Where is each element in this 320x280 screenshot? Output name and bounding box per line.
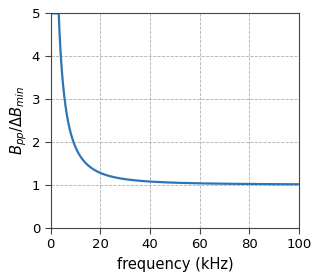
Y-axis label: $B_{pp}/\Delta B_{min}$: $B_{pp}/\Delta B_{min}$ [8, 86, 29, 155]
X-axis label: frequency (kHz): frequency (kHz) [116, 257, 233, 272]
